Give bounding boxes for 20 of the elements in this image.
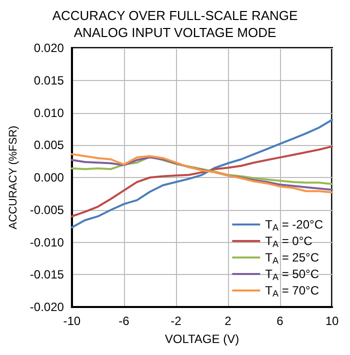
chart-title: ACCURACY OVER FULL-SCALE RANGE ANALOG INPUT VOLTAGE MODE — [52, 8, 298, 40]
x-tick-label: -10 — [63, 314, 81, 328]
x-axis-title: VOLTAGE (V) — [164, 332, 240, 346]
x-tick-label: -6 — [118, 314, 130, 328]
y-tick-label: -0.020 — [30, 300, 64, 314]
line-series — [70, 118, 333, 228]
y-tick-label: 0.015 — [34, 73, 64, 88]
y-tick-label: 0.010 — [34, 106, 64, 120]
y-tick-label: 0.000 — [34, 170, 64, 184]
y-axis-title: ACCURACY (%FSR) — [8, 126, 20, 230]
x-tick-label: 6 — [276, 314, 284, 328]
y-tick-label: -0.005 — [30, 202, 64, 217]
x-tick-label: 10 — [325, 314, 339, 328]
x-tick-label: 2 — [224, 314, 232, 328]
y-tick-label: -0.015 — [30, 268, 64, 282]
y-tick-label: -0.010 — [30, 235, 64, 250]
line-series — [70, 145, 333, 218]
y-tick-label: 0.020 — [34, 41, 64, 55]
x-tick-label: -2 — [170, 314, 182, 328]
y-tick-label: 0.005 — [34, 138, 64, 152]
